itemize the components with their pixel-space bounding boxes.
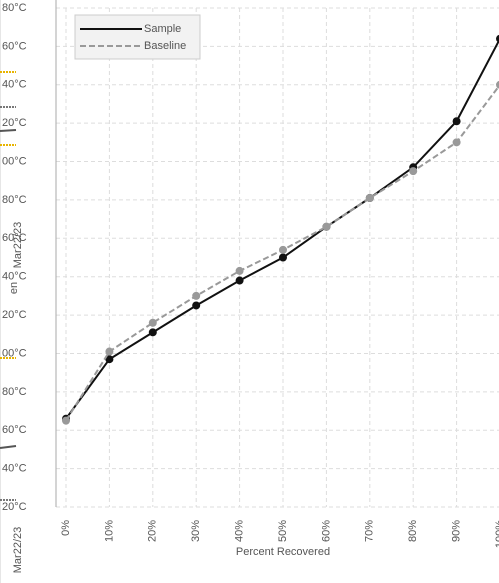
x-tick-label: 100% xyxy=(494,520,499,548)
data-point xyxy=(496,34,499,43)
data-point xyxy=(322,222,331,231)
x-tick-label: 20% xyxy=(147,520,159,542)
x-tick-label: 60% xyxy=(320,520,332,542)
y-tick-label: 20°C xyxy=(2,117,27,129)
x-tick-label: 40% xyxy=(234,520,246,542)
data-point xyxy=(365,194,374,203)
panel-label: Mar22/23 xyxy=(12,527,24,573)
y-tick-label: 80°C xyxy=(2,194,27,206)
y-tick-label: 20°C xyxy=(2,309,27,321)
y-tick-label: 80°C xyxy=(2,2,27,14)
panel-line xyxy=(0,129,17,132)
data-point xyxy=(62,416,70,425)
panel-label: en xyxy=(8,282,20,294)
x-tick-label: 10% xyxy=(103,520,115,542)
data-point xyxy=(192,291,201,300)
data-point xyxy=(496,80,499,89)
x-tick-label: 30% xyxy=(190,520,202,542)
data-point xyxy=(452,138,461,147)
data-point xyxy=(279,253,287,262)
data-point xyxy=(105,347,114,356)
data-point xyxy=(192,301,201,310)
data-point xyxy=(148,318,157,327)
y-tick-label: 80°C xyxy=(2,386,27,398)
panel-line xyxy=(0,445,17,449)
y-tick-label: 60°C xyxy=(2,232,27,244)
y-tick-label: 60°C xyxy=(2,40,27,52)
panel-label: Mar22/23 xyxy=(12,222,24,268)
legend-label: Sample xyxy=(144,23,181,35)
data-point xyxy=(235,276,244,285)
x-tick-label: 90% xyxy=(451,520,463,542)
data-point xyxy=(105,355,114,364)
y-tick-label: 20°C xyxy=(2,501,27,513)
data-point xyxy=(235,266,244,275)
data-point xyxy=(279,245,287,254)
left-panel: Mar22/23 en Mar22/23 xyxy=(0,0,24,583)
y-tick-label: 40°C xyxy=(2,271,27,283)
x-tick-label: 70% xyxy=(364,520,376,542)
legend: Sample Baseline xyxy=(74,14,201,60)
y-tick-label: 40°C xyxy=(2,79,27,91)
data-point xyxy=(409,167,418,176)
legend-label: Baseline xyxy=(144,40,186,52)
data-point xyxy=(452,117,461,126)
x-axis-title: Percent Recovered xyxy=(236,546,330,558)
data-point xyxy=(148,328,157,337)
y-tick-label: 60°C xyxy=(2,424,27,436)
legend-box xyxy=(74,14,201,60)
y-tick-label: 40°C xyxy=(2,463,27,475)
y-tick-label: 00°C xyxy=(2,347,27,359)
y-tick-label: 00°C xyxy=(2,155,27,167)
x-tick-label: 50% xyxy=(277,520,289,542)
x-tick-label: 0% xyxy=(60,520,72,536)
x-tick-label: 80% xyxy=(407,520,419,542)
